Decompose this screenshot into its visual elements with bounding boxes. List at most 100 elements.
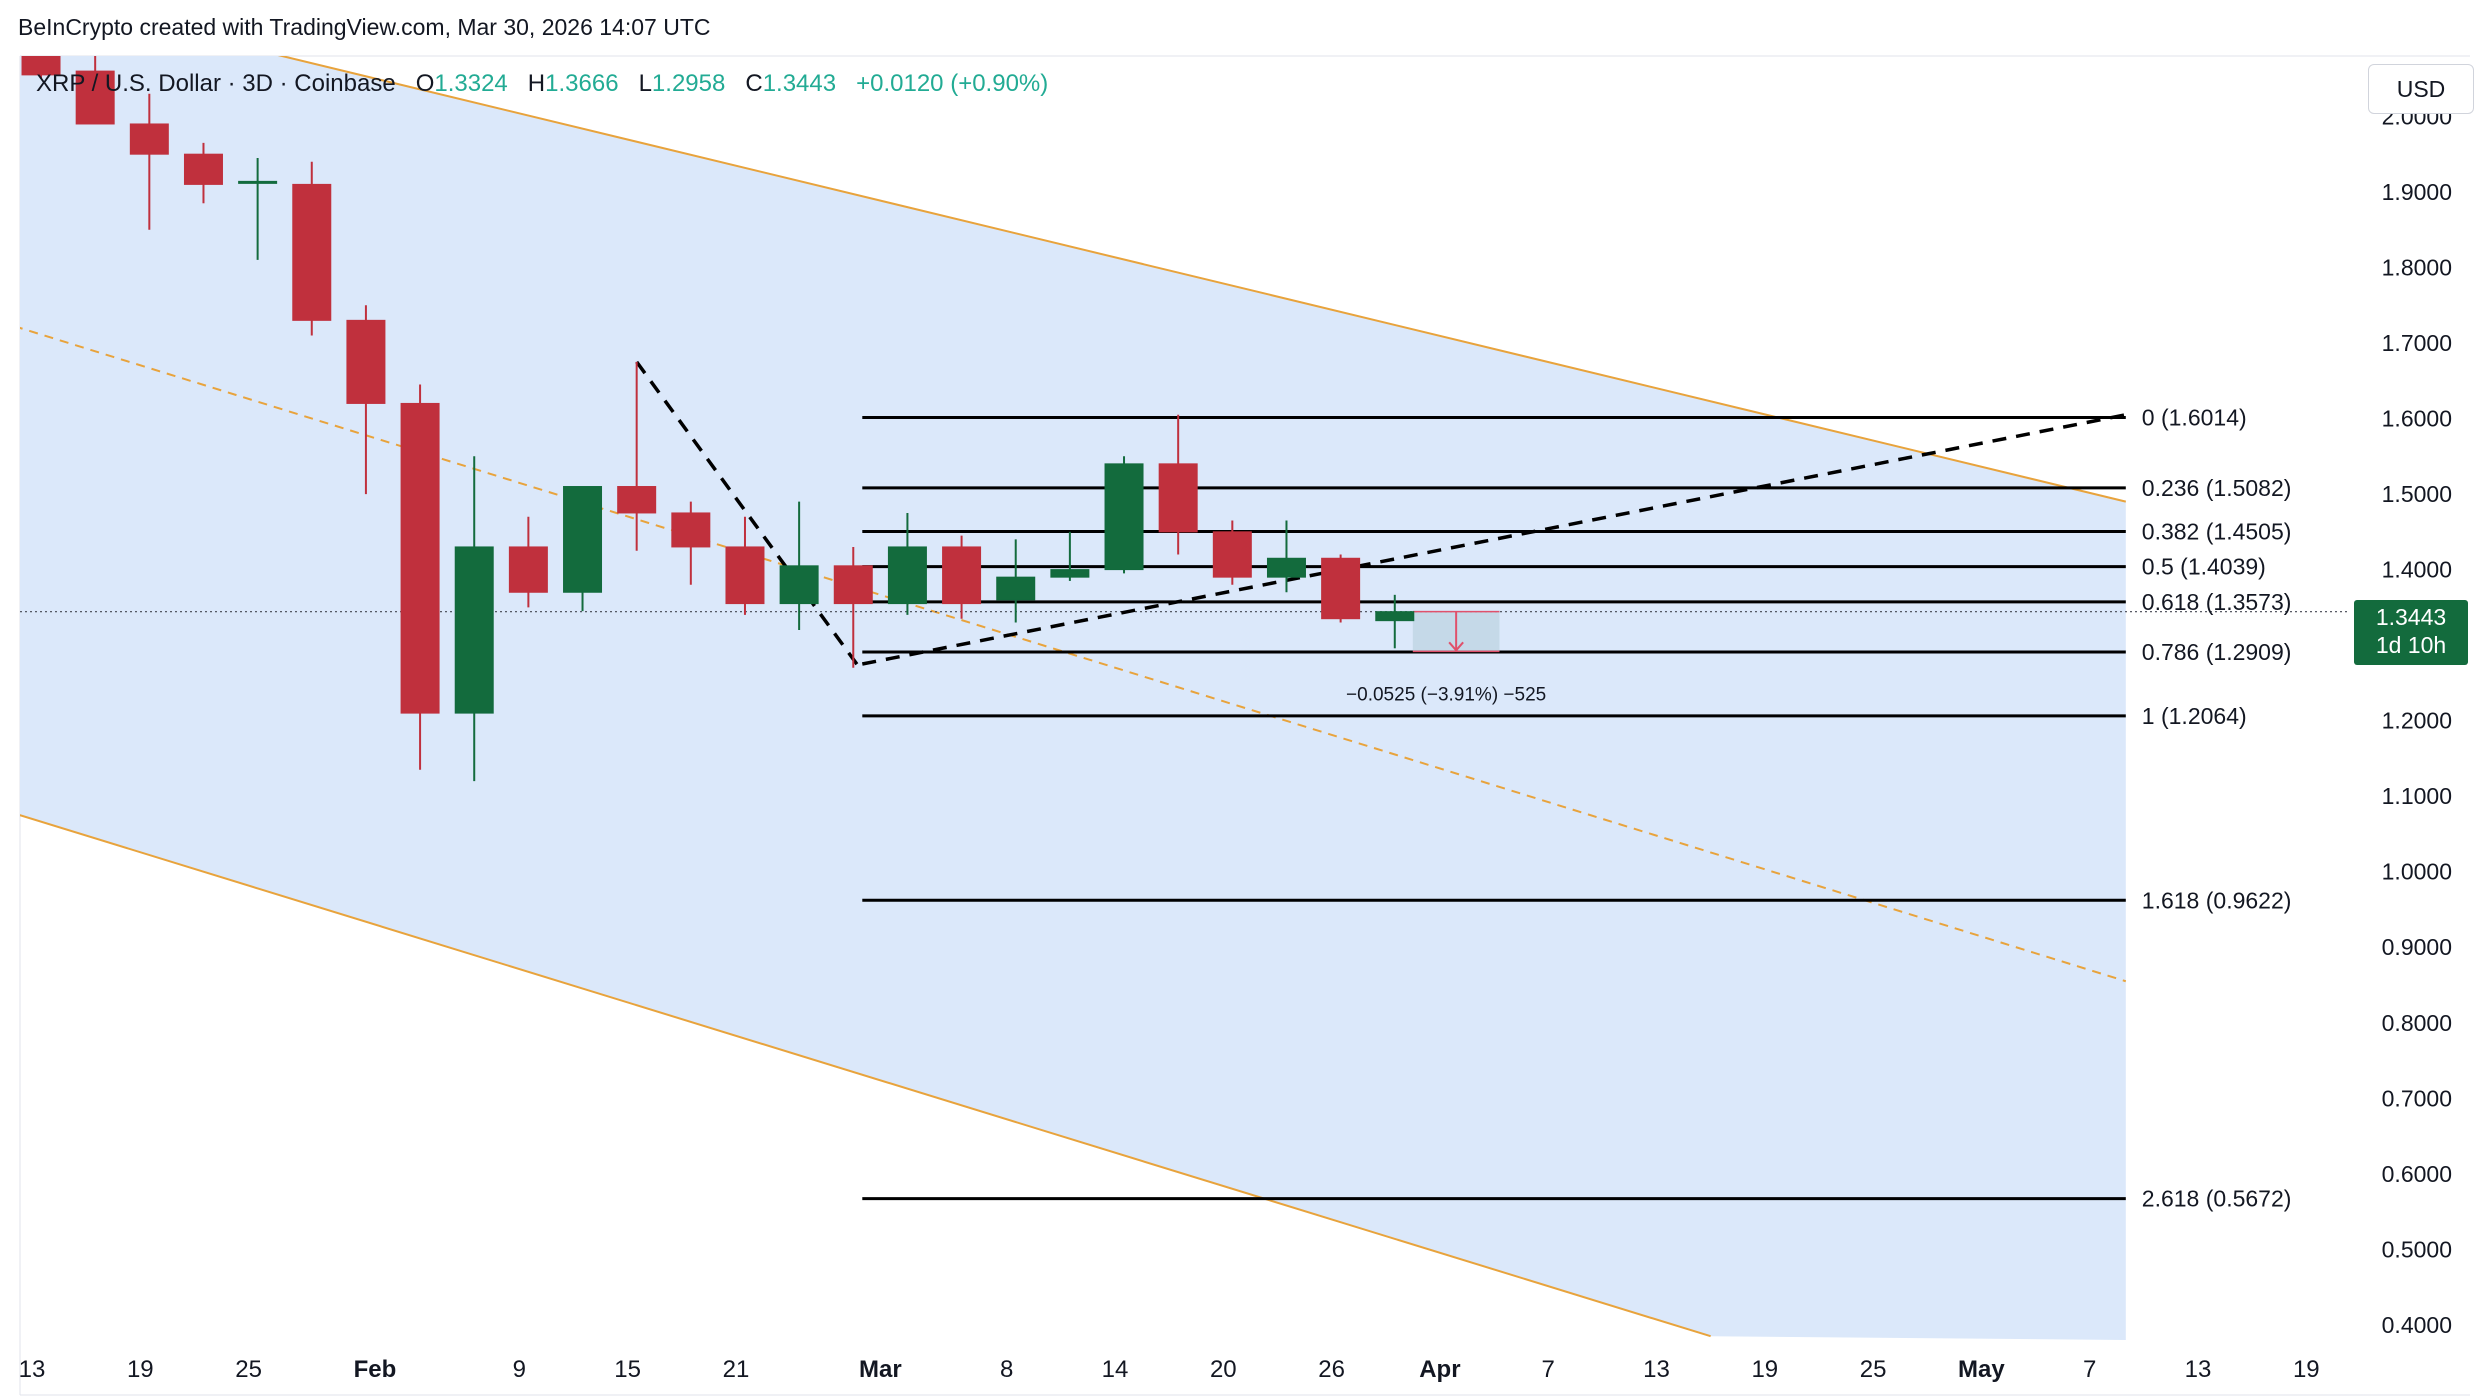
candle-body bbox=[508, 546, 548, 593]
fib-level-label: 0.618 (1.3573) bbox=[2142, 589, 2292, 615]
time-axis-tick: Apr bbox=[1419, 1356, 1460, 1383]
symbol-legend: XRP / U.S. Dollar · 3D · Coinbase O1.332… bbox=[36, 70, 1048, 98]
candle-body bbox=[1050, 569, 1090, 578]
fib-level-label: 1.618 (0.9622) bbox=[2142, 887, 2292, 913]
candle-up[interactable] bbox=[563, 486, 603, 612]
candle-up[interactable] bbox=[1266, 520, 1306, 593]
price-axis-tick: 1.2000 bbox=[2382, 708, 2452, 734]
candle-body bbox=[1158, 463, 1198, 533]
candle-down[interactable] bbox=[346, 305, 386, 495]
time-axis-tick: 19 bbox=[127, 1356, 154, 1383]
candle-body bbox=[996, 576, 1036, 601]
candle-down[interactable] bbox=[292, 161, 332, 336]
time-axis-tick: May bbox=[1958, 1356, 2005, 1383]
candle-down[interactable] bbox=[129, 93, 169, 230]
trendlines bbox=[635, 360, 2127, 673]
fib-level-label: 0.5 (1.4039) bbox=[2142, 554, 2266, 580]
candle-down[interactable] bbox=[183, 142, 223, 204]
price-axis-tick: 1.4000 bbox=[2382, 557, 2452, 583]
candle-down[interactable] bbox=[1158, 414, 1198, 555]
price-axis-tick: 1.5000 bbox=[2382, 481, 2452, 507]
open-label: O bbox=[415, 70, 435, 97]
candle-up[interactable] bbox=[779, 501, 819, 631]
last-price-value: 1.3443 bbox=[2375, 604, 2447, 630]
candle-body bbox=[833, 565, 873, 605]
measure-arrow-head bbox=[1448, 641, 1464, 652]
candle-down[interactable] bbox=[725, 516, 765, 615]
fib-level-label: 1 (1.2064) bbox=[2142, 703, 2247, 729]
candle-body bbox=[183, 153, 223, 185]
candle-body bbox=[1212, 531, 1252, 578]
time-axis-tick: 19 bbox=[1751, 1356, 1778, 1383]
fib-level-label: 0 (1.6014) bbox=[2142, 404, 2247, 430]
candle-body bbox=[563, 486, 603, 593]
candle-down[interactable] bbox=[75, 56, 115, 125]
candle-body bbox=[725, 546, 765, 605]
price-axis-tick: 1.1000 bbox=[2382, 783, 2452, 809]
price-axis-tick: 0.5000 bbox=[2382, 1236, 2452, 1262]
candle-down[interactable] bbox=[833, 546, 873, 668]
close-label: C bbox=[745, 70, 763, 97]
candle-up[interactable] bbox=[1104, 456, 1144, 574]
time-axis-tick: 13 bbox=[1643, 1356, 1670, 1383]
candle-body bbox=[1104, 463, 1144, 571]
price-axis[interactable]: 2.00001.90001.80001.70001.60001.50001.40… bbox=[2382, 103, 2452, 1337]
time-axis-tick: 26 bbox=[1318, 1356, 1345, 1383]
high-label: H bbox=[527, 70, 546, 97]
time-axis[interactable]: 13 19 25 Feb 9 15 21 Mar 8 14 20 26 Apr 7 13 19 25 May 7 13… bbox=[19, 1356, 2320, 1383]
fib-level-label: 2.618 (0.5672) bbox=[2142, 1186, 2292, 1212]
candle-body bbox=[1375, 611, 1415, 622]
candle-up[interactable] bbox=[454, 456, 494, 782]
fibonacci-levels[interactable]: 0 (1.6014) 0.236 (1.5082) 0.382 (1.4505) 0.… bbox=[862, 404, 2292, 1212]
low-label: L bbox=[638, 70, 652, 97]
candle-body bbox=[454, 546, 494, 714]
fib-level-label: 0.236 (1.5082) bbox=[2142, 475, 2292, 501]
time-axis-tick: 14 bbox=[1102, 1356, 1129, 1383]
candle-body bbox=[292, 183, 332, 321]
price-axis-tick: 1.8000 bbox=[2382, 254, 2452, 280]
time-axis-tick: 8 bbox=[1000, 1356, 1013, 1383]
candle-down[interactable] bbox=[21, 48, 61, 79]
time-axis-tick: 20 bbox=[1210, 1356, 1237, 1383]
candle-down[interactable] bbox=[617, 361, 657, 551]
candle-up[interactable] bbox=[996, 539, 1036, 623]
candle-body bbox=[346, 319, 386, 404]
candle-up[interactable] bbox=[1375, 594, 1415, 649]
candle-down[interactable] bbox=[671, 501, 711, 585]
time-axis-tick: 13 bbox=[2185, 1356, 2212, 1383]
open-value: 1.3324 bbox=[434, 70, 508, 97]
candle-body bbox=[75, 70, 115, 125]
candles[interactable] bbox=[21, 48, 1415, 782]
candle-body bbox=[1321, 557, 1361, 620]
candle-body bbox=[779, 565, 819, 605]
measure-label: −0.0525 (−3.91%) −525 bbox=[1346, 684, 1546, 705]
symbol-name[interactable]: XRP / U.S. Dollar · 3D · Coinbase bbox=[36, 70, 396, 97]
price-axis-tick: 1.0000 bbox=[2382, 859, 2452, 885]
time-axis-tick: 19 bbox=[2293, 1356, 2320, 1383]
candle-down[interactable] bbox=[942, 535, 982, 619]
measure-tool: −0.0525 (−3.91%) −525 bbox=[1346, 610, 1546, 705]
time-axis-tick: 25 bbox=[1860, 1356, 1887, 1383]
candle-up[interactable] bbox=[887, 512, 927, 615]
candle-up[interactable] bbox=[1050, 531, 1090, 581]
time-axis-tick: 25 bbox=[235, 1356, 262, 1383]
candle-down[interactable] bbox=[1321, 554, 1361, 623]
price-axis-tick: 0.4000 bbox=[2382, 1312, 2452, 1338]
candle-body bbox=[942, 546, 982, 605]
channel-fill bbox=[20, 56, 2126, 1340]
candle-down[interactable] bbox=[1212, 520, 1252, 585]
time-axis-tick: 7 bbox=[1542, 1356, 1555, 1383]
time-axis-tick: 15 bbox=[614, 1356, 641, 1383]
channel-lower-line bbox=[20, 814, 1711, 1338]
candle-up[interactable] bbox=[238, 157, 278, 260]
low-value: 1.2958 bbox=[651, 70, 726, 97]
close-value: 1.3443 bbox=[762, 70, 837, 97]
fib-level-label: 0.382 (1.4505) bbox=[2142, 518, 2292, 544]
candle-down[interactable] bbox=[508, 516, 548, 608]
candle-down[interactable] bbox=[400, 384, 440, 770]
currency-button[interactable]: USD bbox=[2368, 64, 2474, 114]
candle-body bbox=[671, 512, 711, 548]
time-axis-tick: Mar bbox=[859, 1356, 902, 1383]
price-axis-tick: 1.6000 bbox=[2382, 406, 2452, 432]
